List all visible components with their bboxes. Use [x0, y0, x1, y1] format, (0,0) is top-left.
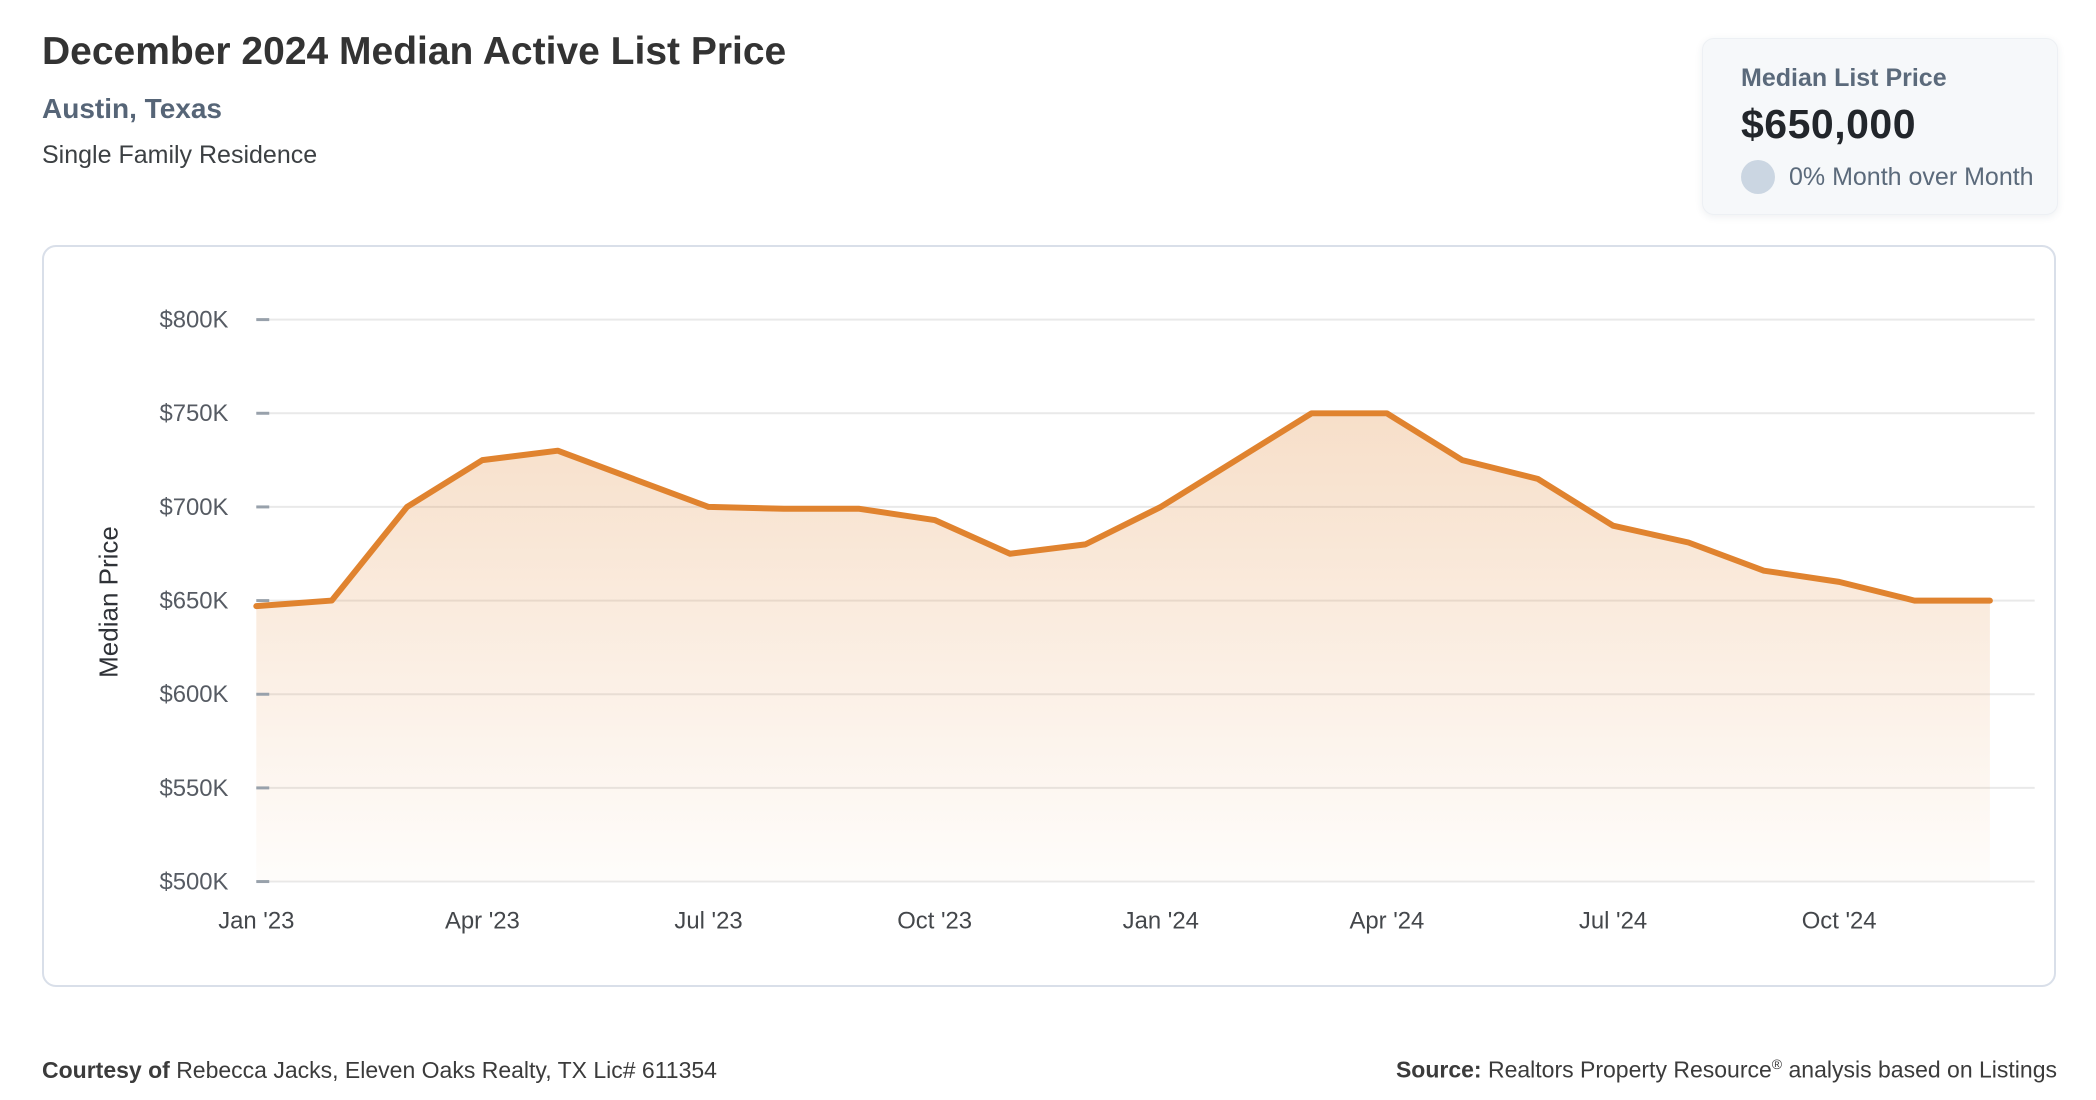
stat-card-value: $650,000	[1741, 101, 1917, 147]
y-axis-title: Median Price	[93, 526, 124, 678]
svg-text:$750K: $750K	[159, 400, 228, 427]
location-subtitle: Austin, Texas	[42, 92, 222, 124]
svg-text:$500K: $500K	[159, 869, 228, 896]
svg-text:$650K: $650K	[159, 588, 228, 615]
median-list-price-card: Median List Price $650,000 0% Month over…	[1702, 38, 2058, 215]
month-over-month-row: 0% Month over Month	[1741, 160, 2037, 194]
svg-text:Apr '24: Apr '24	[1349, 907, 1424, 934]
svg-text:Oct '24: Oct '24	[1802, 907, 1877, 934]
svg-text:$700K: $700K	[159, 494, 228, 521]
svg-text:Jul '24: Jul '24	[1579, 907, 1647, 934]
svg-text:$600K: $600K	[159, 681, 228, 708]
svg-text:Jan '24: Jan '24	[1123, 907, 1199, 934]
mom-indicator-dot	[1741, 160, 1775, 194]
area-fill	[256, 413, 1990, 882]
footer-courtesy: Courtesy of Rebecca Jacks, Eleven Oaks R…	[42, 1057, 717, 1084]
report-header: December 2024 Median Active List Price A…	[42, 30, 786, 170]
source-text: Realtors Property Resource	[1487, 1056, 1772, 1083]
svg-text:Jul '23: Jul '23	[674, 907, 742, 934]
svg-text:Oct '23: Oct '23	[897, 907, 972, 934]
axis-ticks	[256, 318, 270, 884]
mom-text: 0% Month over Month	[1789, 162, 2034, 191]
report-footer: Courtesy of Rebecca Jacks, Eleven Oaks R…	[42, 1056, 2057, 1084]
property-type-label: Single Family Residence	[42, 140, 318, 169]
footer-source: Source: Realtors Property Resource® anal…	[1396, 1056, 2057, 1084]
courtesy-text: Rebecca Jacks, Eleven Oaks Realty, TX Li…	[176, 1056, 717, 1083]
source-label: Source:	[1395, 1056, 1482, 1083]
svg-text:$550K: $550K	[159, 775, 228, 802]
stat-card-label: Median List Price	[1741, 64, 1947, 92]
svg-text:Apr '23: Apr '23	[445, 907, 520, 934]
courtesy-label: Courtesy of	[42, 1056, 170, 1083]
page-title: December 2024 Median Active List Price	[42, 30, 787, 73]
axis-labels: $500K $550K $600K $650K $700K $750K $800K Jan '…	[159, 307, 1876, 935]
svg-text:$800K: $800K	[159, 307, 228, 334]
svg-text:Jan '23: Jan '23	[218, 907, 294, 934]
source-text-2: analysis based on Listings	[1788, 1056, 2058, 1083]
chart-panel: $500K $550K $600K $650K $700K $750K $800K Jan '…	[42, 245, 2056, 987]
chart-plot[interactable]: $500K $550K $600K $650K $700K $750K $800K Jan '…	[44, 247, 2054, 985]
registered-mark: ®	[1771, 1056, 1783, 1072]
price-line	[253, 410, 1993, 610]
